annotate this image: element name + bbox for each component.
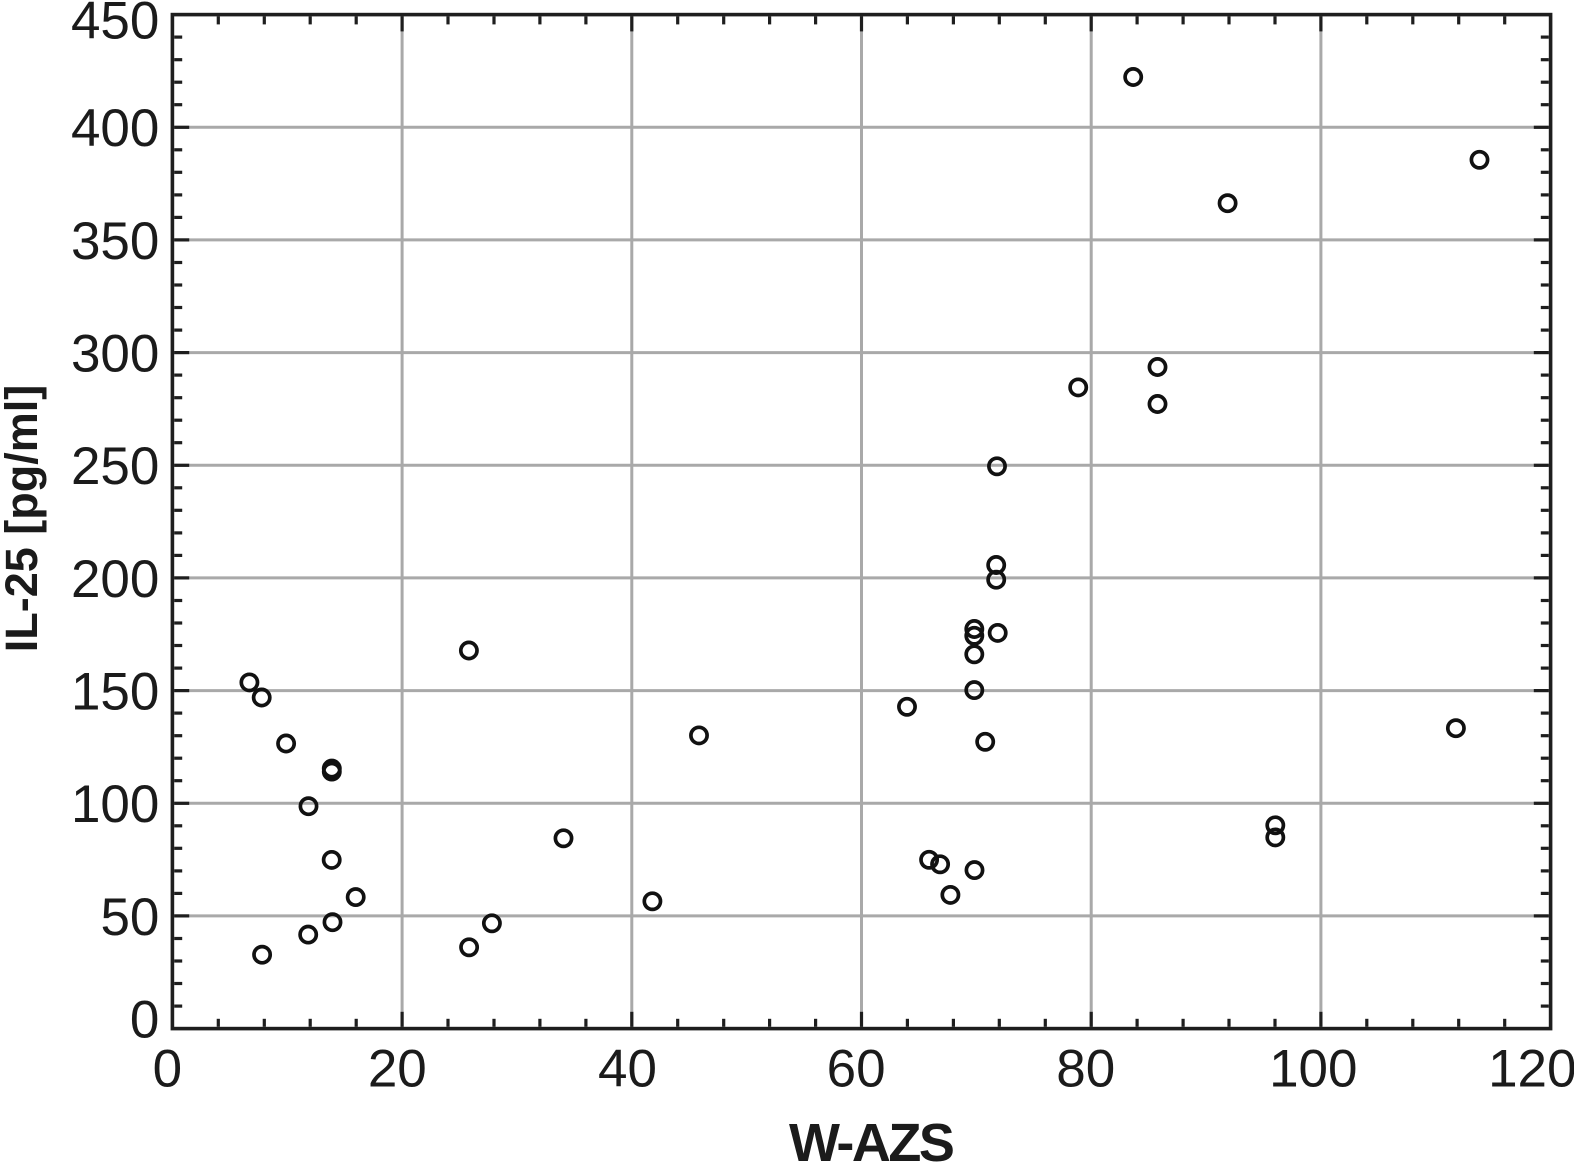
svg-text:400: 400 [71, 99, 159, 158]
svg-text:W-AZS: W-AZS [789, 1113, 953, 1163]
svg-text:IL-25 [pg/ml]: IL-25 [pg/ml] [0, 385, 47, 653]
svg-text:350: 350 [71, 212, 159, 271]
svg-text:40: 40 [598, 1039, 657, 1098]
svg-text:0: 0 [153, 1039, 182, 1098]
svg-text:0: 0 [130, 991, 159, 1050]
svg-text:450: 450 [71, 0, 159, 51]
svg-text:20: 20 [368, 1039, 427, 1098]
svg-text:300: 300 [71, 325, 159, 384]
svg-text:80: 80 [1056, 1039, 1115, 1098]
svg-text:50: 50 [100, 888, 159, 947]
svg-text:120: 120 [1488, 1039, 1574, 1098]
svg-text:150: 150 [71, 663, 159, 722]
svg-text:250: 250 [71, 437, 159, 496]
svg-text:200: 200 [71, 550, 159, 609]
svg-text:100: 100 [71, 775, 159, 834]
svg-text:60: 60 [827, 1039, 886, 1098]
svg-text:100: 100 [1269, 1039, 1357, 1098]
